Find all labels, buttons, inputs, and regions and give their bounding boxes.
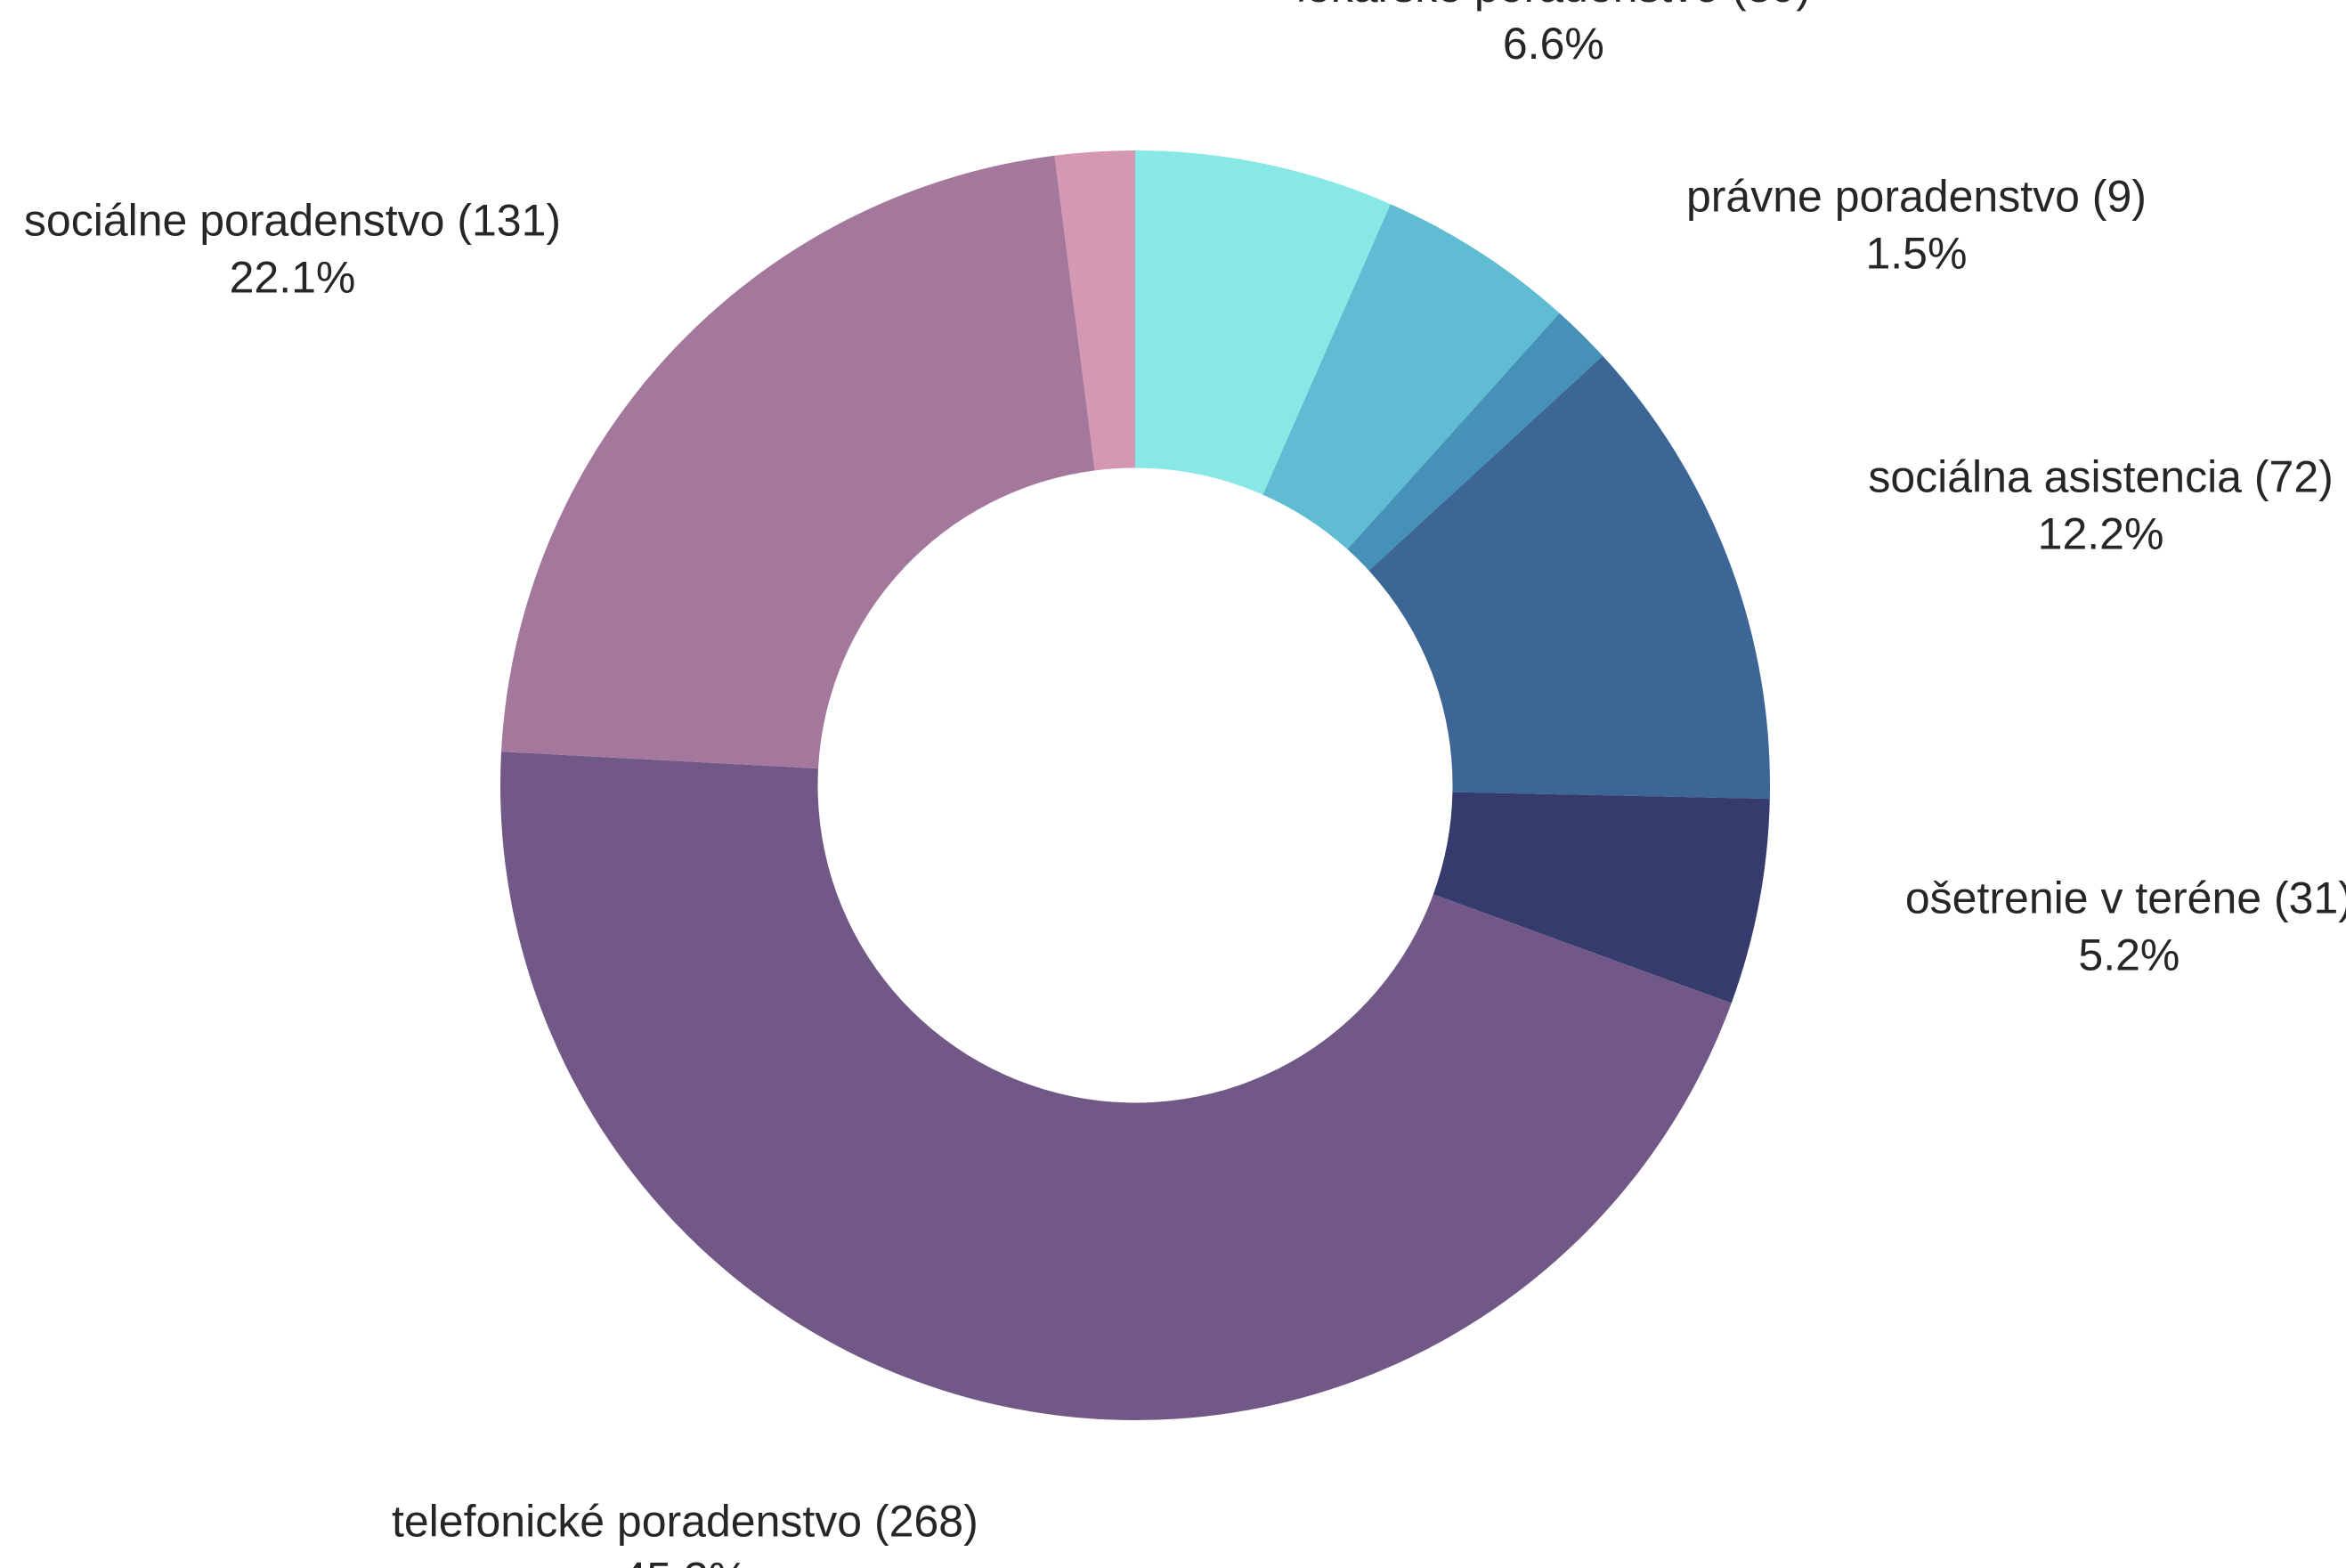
slice-percent-label: 1.5% xyxy=(1865,229,1967,279)
slice-name-label: telefonické poradenstvo (268) xyxy=(392,1496,978,1546)
slice-socialne-poradenstvo xyxy=(501,155,1095,769)
slice-label-osetrenie-v-terene: ošetrenie v teréne (31) 5.2% xyxy=(1905,873,2346,980)
slice-name-label: sociálne poradenstvo (131) xyxy=(24,195,561,245)
slice-unlabeled-1 xyxy=(1262,204,1560,549)
slice-name-label: ošetrenie v teréne (31) xyxy=(1905,873,2346,923)
slice-label-lekarske-poradenstvo: lekárske poradenstvo (39) 6.6% xyxy=(1296,0,1811,69)
slice-percent-label: 22.1% xyxy=(230,252,356,302)
slice-socialna-asistencia xyxy=(1368,355,1770,800)
slice-label-socialne-poradenstvo: sociálne poradenstvo (131) 22.1% xyxy=(24,195,561,302)
slice-percent-label: 5.2% xyxy=(2078,930,2180,980)
slice-label-telefonicke-poradenstvo: telefonické poradenstvo (268) 45.3% xyxy=(392,1496,978,1568)
slice-percent-label: 12.2% xyxy=(2038,508,2164,558)
slice-percent-label: 45.3% xyxy=(621,1553,748,1568)
slice-name-label: lekárske poradenstvo (39) xyxy=(1296,0,1811,12)
slice-osetrenie-v-terene xyxy=(1433,792,1770,1003)
slice-name-label: sociálna asistencia (72) xyxy=(1868,451,2334,501)
slice-telefonicke-poradenstvo xyxy=(500,752,1732,1420)
slice-name-label: právne poradenstvo (9) xyxy=(1686,172,2147,222)
slice-unlabeled-7 xyxy=(1054,150,1135,471)
slice-percent-label: 6.6% xyxy=(1503,19,1604,69)
slice-pravne-poradenstvo xyxy=(1347,313,1603,571)
slice-lekarske-poradenstvo xyxy=(1135,150,1391,495)
slice-label-socialna-asistencia: sociálna asistencia (72) 12.2% xyxy=(1868,451,2334,558)
slice-label-pravne-poradenstvo: právne poradenstvo (9) 1.5% xyxy=(1686,172,2147,279)
